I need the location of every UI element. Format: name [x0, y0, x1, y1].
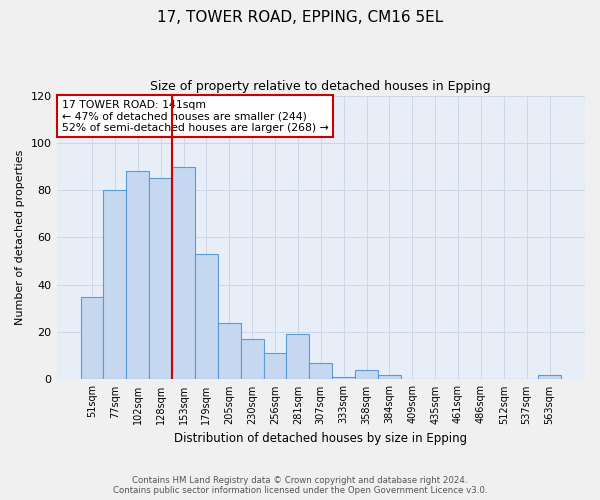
Bar: [218, 322, 241, 380]
Text: 17, TOWER ROAD, EPPING, CM16 5EL: 17, TOWER ROAD, EPPING, CM16 5EL: [157, 10, 443, 25]
Bar: [172, 166, 195, 380]
Bar: [80, 296, 103, 380]
Bar: [538, 374, 561, 380]
X-axis label: Distribution of detached houses by size in Epping: Distribution of detached houses by size …: [174, 432, 467, 445]
Bar: [378, 374, 401, 380]
Bar: [195, 254, 218, 380]
Bar: [332, 377, 355, 380]
Bar: [286, 334, 310, 380]
Bar: [103, 190, 127, 380]
Text: 17 TOWER ROAD: 141sqm
← 47% of detached houses are smaller (244)
52% of semi-det: 17 TOWER ROAD: 141sqm ← 47% of detached …: [62, 100, 329, 133]
Y-axis label: Number of detached properties: Number of detached properties: [15, 150, 25, 325]
Title: Size of property relative to detached houses in Epping: Size of property relative to detached ho…: [151, 80, 491, 93]
Bar: [241, 339, 263, 380]
Bar: [263, 354, 286, 380]
Bar: [355, 370, 378, 380]
Bar: [127, 172, 149, 380]
Bar: [310, 363, 332, 380]
Text: Contains HM Land Registry data © Crown copyright and database right 2024.
Contai: Contains HM Land Registry data © Crown c…: [113, 476, 487, 495]
Bar: [149, 178, 172, 380]
